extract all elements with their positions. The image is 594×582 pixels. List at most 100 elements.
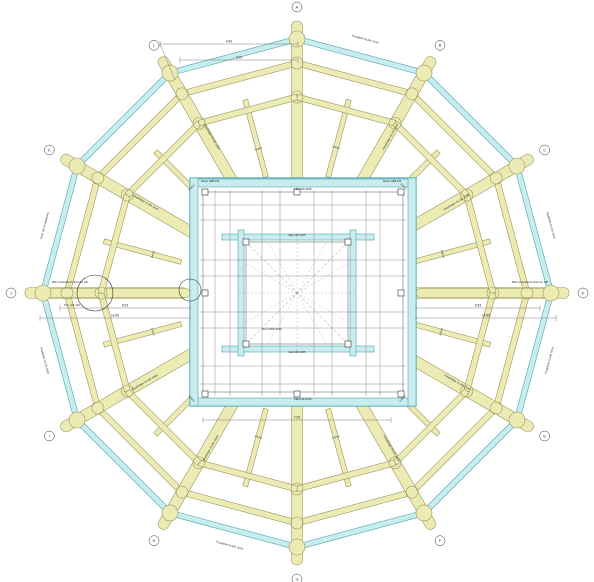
axis-bubble bbox=[5, 287, 17, 299]
secondary-rafter bbox=[325, 407, 352, 488]
node bbox=[288, 30, 306, 48]
axis-bubble-label: L bbox=[153, 43, 156, 48]
field-label: 3.0mm bbox=[150, 250, 156, 259]
field-label: 3.0mm bbox=[187, 394, 195, 402]
ring-beam bbox=[463, 193, 497, 295]
purlin-label: Traufpfette GL24h 16/24 bbox=[215, 540, 244, 551]
node bbox=[290, 90, 304, 104]
steel-core-frame bbox=[189, 177, 417, 407]
node bbox=[68, 157, 86, 175]
column-post bbox=[242, 340, 250, 348]
axis-bubbles: A B C D E F G H I J K L bbox=[5, 1, 589, 582]
axis-bubble-label: F bbox=[439, 538, 442, 543]
axis-bubble bbox=[148, 40, 160, 51]
node bbox=[161, 504, 179, 522]
radial-dash bbox=[296, 262, 350, 294]
axis-bubble bbox=[577, 287, 589, 299]
field-label: 3.0mm bbox=[331, 434, 340, 440]
dim-label: 14.95 bbox=[482, 314, 490, 318]
secondary-rafter bbox=[242, 98, 269, 179]
axis-bubble bbox=[148, 535, 160, 546]
node bbox=[415, 504, 433, 522]
axis-bubble bbox=[44, 144, 55, 156]
node bbox=[175, 485, 189, 499]
column-post bbox=[397, 390, 405, 398]
inner-top-band bbox=[221, 233, 375, 241]
core-label-bottom: HEA 200 S235 bbox=[294, 397, 312, 401]
field-label: 3.0mm bbox=[150, 327, 156, 336]
main-rafters bbox=[24, 20, 570, 566]
core-right-band bbox=[407, 177, 417, 407]
radial-dash bbox=[266, 292, 298, 346]
axis-bubble bbox=[539, 144, 550, 156]
ring-beam bbox=[197, 459, 299, 493]
node bbox=[192, 116, 206, 130]
node bbox=[60, 286, 74, 300]
ring-beam bbox=[197, 93, 299, 127]
core-left-band bbox=[189, 177, 199, 407]
dim-label: 4.40 bbox=[226, 40, 232, 44]
node bbox=[489, 401, 503, 415]
node bbox=[288, 538, 306, 556]
node bbox=[192, 456, 206, 470]
radial-dash bbox=[266, 240, 298, 294]
detail-circle-west bbox=[76, 274, 114, 312]
core-label-left: Stütze HEB 200 bbox=[201, 179, 220, 183]
field-label: 3.0mm bbox=[332, 144, 341, 150]
eave-purlins bbox=[63, 59, 531, 527]
node bbox=[405, 485, 419, 499]
column-post bbox=[201, 188, 209, 196]
core-label-top: HEA 200 S235 bbox=[294, 187, 312, 191]
axis-bubble-label: C bbox=[543, 147, 546, 152]
node bbox=[508, 157, 526, 175]
dimension-lines: 14.95 14.95 6.53 6.53 7.00 4.40 3.20 bbox=[39, 40, 557, 423]
axis-bubble-label: G bbox=[295, 576, 298, 581]
column-post bbox=[293, 188, 301, 196]
field-label: 3.0mm bbox=[440, 250, 446, 259]
axis-bubble bbox=[539, 430, 550, 442]
column-post bbox=[344, 340, 352, 348]
purlin-label: Traufpfette GL24h 16/24 bbox=[39, 346, 50, 375]
axis-bubble bbox=[44, 430, 55, 442]
axis-bubble-label: J bbox=[10, 290, 12, 295]
node bbox=[290, 516, 304, 530]
core-outer-frame bbox=[189, 177, 417, 407]
purlin-label: Traufpfette GL24h 16/24 bbox=[351, 33, 380, 44]
rafter-west bbox=[39, 288, 191, 298]
core-label-inner-bottom: HEA 160 S235 bbox=[288, 350, 306, 354]
secondary-rafter bbox=[102, 321, 183, 348]
dim-label: 6.53 bbox=[122, 304, 128, 308]
column-post bbox=[201, 289, 209, 297]
outer-eave-purlins bbox=[39, 35, 555, 551]
node bbox=[290, 482, 304, 496]
inner-square bbox=[245, 241, 349, 345]
column-post bbox=[242, 238, 250, 246]
field-label: 3.0mm bbox=[400, 182, 408, 190]
node bbox=[290, 56, 304, 70]
node bbox=[489, 171, 503, 185]
node bbox=[486, 286, 500, 300]
radial-dash bbox=[296, 240, 328, 294]
core-label-center: Rost 20/20 S235 bbox=[262, 327, 282, 331]
field-label: 3.0mm bbox=[254, 434, 263, 440]
purlin-label: Traufpfette GL24h 16/24 bbox=[545, 211, 556, 240]
rafter-east bbox=[415, 288, 557, 298]
node bbox=[460, 188, 474, 202]
secondary-rafter bbox=[242, 407, 269, 488]
column-post bbox=[344, 238, 352, 246]
node bbox=[388, 456, 402, 470]
column-post bbox=[293, 390, 301, 398]
dim-leader bbox=[159, 43, 176, 81]
node bbox=[94, 286, 108, 300]
dim-label: 3.20 bbox=[236, 56, 242, 60]
purlin-label: Traufpfette GL24h 16/24 bbox=[544, 346, 555, 375]
ring-beam bbox=[295, 93, 397, 127]
axis-bubble-label: D bbox=[582, 290, 585, 295]
field-label: 3.0mm bbox=[254, 146, 263, 152]
radial-dash bbox=[296, 292, 350, 324]
core-label-inner-top: HEA 160 S235 bbox=[288, 233, 306, 237]
detail-circle-core bbox=[178, 278, 202, 302]
ring-beam bbox=[295, 459, 397, 493]
node bbox=[120, 384, 134, 398]
